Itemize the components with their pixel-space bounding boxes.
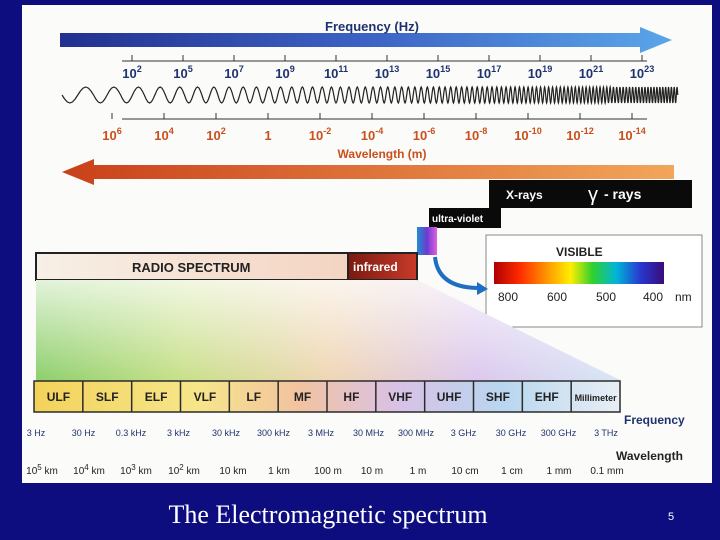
- band-wavelength-label: 104 km: [73, 463, 105, 477]
- band-label: VHF: [388, 390, 412, 404]
- band-label: HF: [343, 390, 359, 404]
- wavelength-tick-label: 10-12: [566, 126, 594, 143]
- gamma-rays-label: - rays: [604, 186, 642, 202]
- infrared-label: infrared: [353, 260, 398, 274]
- band-frequency-label: 30 MHz: [353, 428, 385, 438]
- frequency-tick-label: 109: [275, 64, 295, 81]
- band-label: SHF: [486, 390, 510, 404]
- band-label: EHF: [535, 390, 559, 404]
- band-label: VLF: [194, 390, 217, 404]
- band-frequencies: 3 Hz 30 Hz 0.3 kHz 3 kHz 30 kHz 300 kHz 3 MHz 3…: [27, 428, 619, 438]
- visible-nm-label: 800: [498, 290, 518, 304]
- frequency-tick-label: 1015: [426, 64, 451, 81]
- band-frequency-label: 30 GHz: [496, 428, 527, 438]
- wavelength-tick-label: 1: [264, 128, 271, 143]
- wavelength-tick-label: 10-10: [514, 126, 542, 143]
- band-frequency-label: 3 GHz: [451, 428, 477, 438]
- wavelength-title: Wavelength (m): [338, 147, 427, 161]
- wavelength-row-label: Wavelength: [616, 449, 683, 463]
- infrared-bar: [347, 252, 418, 281]
- frequency-tick-label: 1023: [630, 64, 655, 81]
- visible-spectrum-bar: [494, 262, 664, 284]
- band-wavelength-label: 10 m: [361, 466, 383, 477]
- band-frequency-label: 3 THz: [594, 428, 618, 438]
- wavelength-tick-label: 10-4: [361, 126, 384, 143]
- frequency-tick-label: 107: [224, 64, 244, 81]
- visible-pointer-arrowhead: [477, 282, 488, 295]
- spectrum-diagram: Frequency (Hz) 102 105 107 109 1011 1013 1015 1…: [22, 5, 712, 483]
- frequency-tick-label: 1013: [375, 64, 400, 81]
- band-frequency-label: 30 Hz: [72, 428, 96, 438]
- wavelength-arrow: [62, 159, 674, 185]
- band-wavelength-label: 0.1 mm: [590, 466, 623, 477]
- band-wavelength-label: 1 km: [268, 466, 290, 477]
- wavelength-tick-label: 102: [206, 126, 226, 143]
- visible-nm-label: 400: [643, 290, 663, 304]
- frequency-tick-label: 1019: [528, 64, 553, 81]
- band-label: MF: [294, 390, 311, 404]
- wavelength-tick-label: 10-2: [309, 126, 332, 143]
- band-label: ELF: [145, 390, 168, 404]
- band-frequency-label: 300 kHz: [257, 428, 291, 438]
- band-wavelengths: 105 km 104 km 103 km 102 km 10 km 1 km 100 m 10…: [26, 463, 624, 477]
- band-label: UHF: [437, 390, 462, 404]
- band-wavelength-label: 102 km: [168, 463, 200, 477]
- band-frequency-label: 30 kHz: [212, 428, 241, 438]
- xrays-label: X-rays: [506, 188, 543, 202]
- band-wavelength-label: 105 km: [26, 463, 58, 477]
- frequency-tick-label: 105: [173, 64, 193, 81]
- band-label: LF: [246, 390, 261, 404]
- page-number: 5: [668, 511, 675, 523]
- gamma-symbol: γ: [588, 184, 598, 206]
- band-wavelength-label: 1 mm: [547, 466, 572, 477]
- wavelength-tick-label: 10-6: [413, 126, 436, 143]
- ultraviolet-box: [429, 208, 501, 228]
- band-wavelength-label: 1 cm: [501, 466, 523, 477]
- wavelength-tick-label: 10-8: [465, 126, 488, 143]
- band-cells: ULF SLF ELF VLF LF MF HF VHF UHF SHF EHF Millimeter: [47, 381, 617, 412]
- wave-line: [61, 84, 679, 106]
- band-wavelength-label: 10 cm: [451, 466, 478, 477]
- frequency-tick-label: 102: [122, 64, 142, 81]
- band-wavelength-label: 100 m: [314, 466, 342, 477]
- frequency-ticks: 102 105 107 109 1011 1013 1015 1017 1019 1021 1023: [122, 55, 654, 81]
- band-label: ULF: [47, 390, 70, 404]
- visible-title: VISIBLE: [556, 245, 603, 259]
- visible-nm-label: 500: [596, 290, 616, 304]
- band-frequency-label: 300 GHz: [541, 428, 577, 438]
- band-frequency-label: 0.3 kHz: [116, 428, 147, 438]
- wavelength-tick-label: 104: [154, 126, 174, 143]
- ultraviolet-label: ultra-violet: [432, 214, 484, 225]
- band-frequency-label: 3 Hz: [27, 428, 46, 438]
- ultraviolet-strip: [417, 227, 437, 255]
- wavelength-tick-label: 10-14: [618, 126, 647, 143]
- expansion-fan-highlight: [36, 280, 622, 381]
- frequency-title: Frequency (Hz): [325, 19, 419, 34]
- spectrum-diagram-svg: Frequency (Hz) 102 105 107 109 1011 1013 1015 1…: [26, 19, 703, 477]
- band-label: Millimeter: [575, 393, 618, 403]
- band-wavelength-label: 10 km: [219, 466, 246, 477]
- band-wavelength-label: 103 km: [120, 463, 152, 477]
- frequency-arrow: [60, 27, 672, 53]
- visible-nm-label: 600: [547, 290, 567, 304]
- wavelength-ticks: 106 104 102 1 10-2 10-4 10-6 10-8 10-10 10-12 10-1…: [102, 113, 647, 143]
- nm-unit-label: nm: [675, 290, 692, 304]
- frequency-row-label: Frequency: [624, 413, 685, 427]
- slide-caption: The Electromagnetic spectrum: [168, 500, 488, 529]
- band-frequency-label: 3 MHz: [308, 428, 335, 438]
- band-frequency-label: 300 MHz: [398, 428, 435, 438]
- radio-spectrum-label: RADIO SPECTRUM: [132, 260, 250, 275]
- xray-gamma-box: [489, 180, 692, 208]
- frequency-tick-label: 1011: [324, 64, 348, 81]
- visible-ticks: 800 600 500 400: [498, 290, 663, 304]
- band-label: SLF: [96, 390, 119, 404]
- band-frequency-label: 3 kHz: [167, 428, 191, 438]
- visible-pointer-arrow: [433, 256, 478, 290]
- frequency-tick-label: 1017: [477, 64, 502, 81]
- band-wavelength-label: 1 m: [410, 466, 427, 477]
- frequency-tick-label: 1021: [579, 64, 604, 81]
- wavelength-tick-label: 106: [102, 126, 122, 143]
